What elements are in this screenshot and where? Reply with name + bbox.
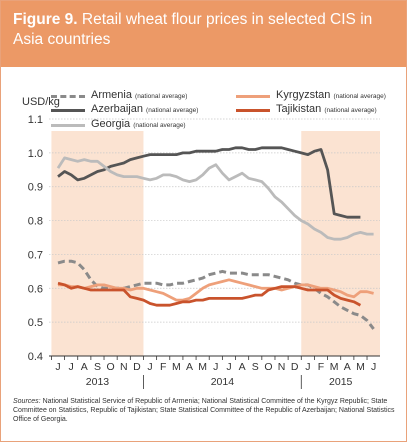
y-tick-label: 0.5 [28, 317, 43, 329]
figure-title-text: Retail wheat flour prices in selected CI… [13, 11, 373, 48]
y-tick-label: 0.4 [28, 351, 43, 363]
x-tick-label: M [172, 361, 181, 373]
series-line-tajikistan [57, 281, 362, 307]
sources-note: Sources: National Statistical Service of… [13, 397, 396, 424]
figure-title: Figure 9. Retail wheat flour prices in s… [13, 10, 393, 50]
y-tick-label: 0.6 [28, 283, 43, 295]
legend-label-tajikistan: Tajikistan [276, 103, 322, 115]
x-tick-label: D [133, 361, 141, 373]
x-tick-label: J [213, 361, 218, 373]
legend-note-armenia: (national average) [135, 93, 188, 100]
legend-swatch-kyrgyzstan [236, 95, 270, 98]
shaded-period-0 [51, 131, 144, 356]
x-tick-label: S [252, 361, 259, 373]
series-line-kyrgyzstan [58, 278, 374, 302]
x-tick-label: J [55, 361, 60, 373]
y-axis-ticks: 0.4 0.5 0.6 0.7 0.8 0.9 1.0 1.1 [28, 114, 43, 363]
x-tick-label: M [356, 361, 365, 373]
x-tick-label: J [69, 361, 74, 373]
x-tick-label: O [107, 361, 115, 373]
legend-swatch-azerbaijan [51, 109, 85, 112]
series-line-georgia [56, 156, 374, 241]
x-tick-label: J [371, 361, 376, 373]
legend-note-azerbaijan: (national average) [146, 107, 199, 114]
legend-note-georgia: (national average) [133, 122, 186, 129]
legend-label-georgia: Georgia [91, 118, 131, 130]
x-tick-label: S [94, 361, 101, 373]
y-tick-label: 0.8 [28, 216, 43, 228]
y-tick-label: 0.9 [28, 182, 43, 194]
series-lines [56, 146, 375, 330]
legend-swatch-tajikistan [236, 109, 270, 112]
sources-label: Sources: [13, 398, 41, 405]
x-tick-label: M [198, 361, 207, 373]
x-tick-label: N [278, 361, 286, 373]
x-tick-label: A [239, 361, 246, 373]
legend-swatch-georgia [51, 124, 85, 127]
x-tick-label: D [291, 361, 299, 373]
legend-note-tajikistan: (national average) [324, 107, 377, 114]
legend-note-kyrgyzstan: (national average) [333, 93, 386, 100]
x-tick-label: M [330, 361, 339, 373]
x-tick-label: J [226, 361, 231, 373]
series-line-azerbaijan [57, 146, 361, 219]
y-tick-label: 0.7 [28, 249, 43, 261]
x-tick-label: A [186, 361, 193, 373]
legend-label-azerbaijan: Azerbaijan [91, 103, 143, 115]
y-tick-label: 1.0 [28, 148, 43, 160]
y-tick-label: 1.1 [28, 114, 43, 126]
figure-number: Figure 9. [13, 11, 78, 28]
legend-label-armenia: Armenia [91, 89, 132, 101]
y-axis-label: USD/kg [22, 96, 60, 108]
x-tick-label: A [344, 361, 351, 373]
figure-title-bar: Figure 9. Retail wheat flour prices in s… [1, 1, 406, 67]
legend-swatch-armenia [51, 95, 85, 98]
year-label: 2013 [86, 376, 110, 388]
year-label: 2015 [329, 376, 353, 388]
legend-label-kyrgyzstan: Kyrgyzstan [276, 89, 331, 101]
x-tick-label: J [147, 361, 152, 373]
x-tick-label: F [160, 361, 166, 373]
sources-text: National Statistical Service of Republic… [13, 398, 395, 423]
x-tick-label: O [264, 361, 272, 373]
x-tick-label: F [318, 361, 324, 373]
x-tick-label: N [120, 361, 128, 373]
year-label: 2014 [211, 376, 235, 388]
x-tick-label: A [81, 361, 88, 373]
x-tick-label: J [305, 361, 310, 373]
